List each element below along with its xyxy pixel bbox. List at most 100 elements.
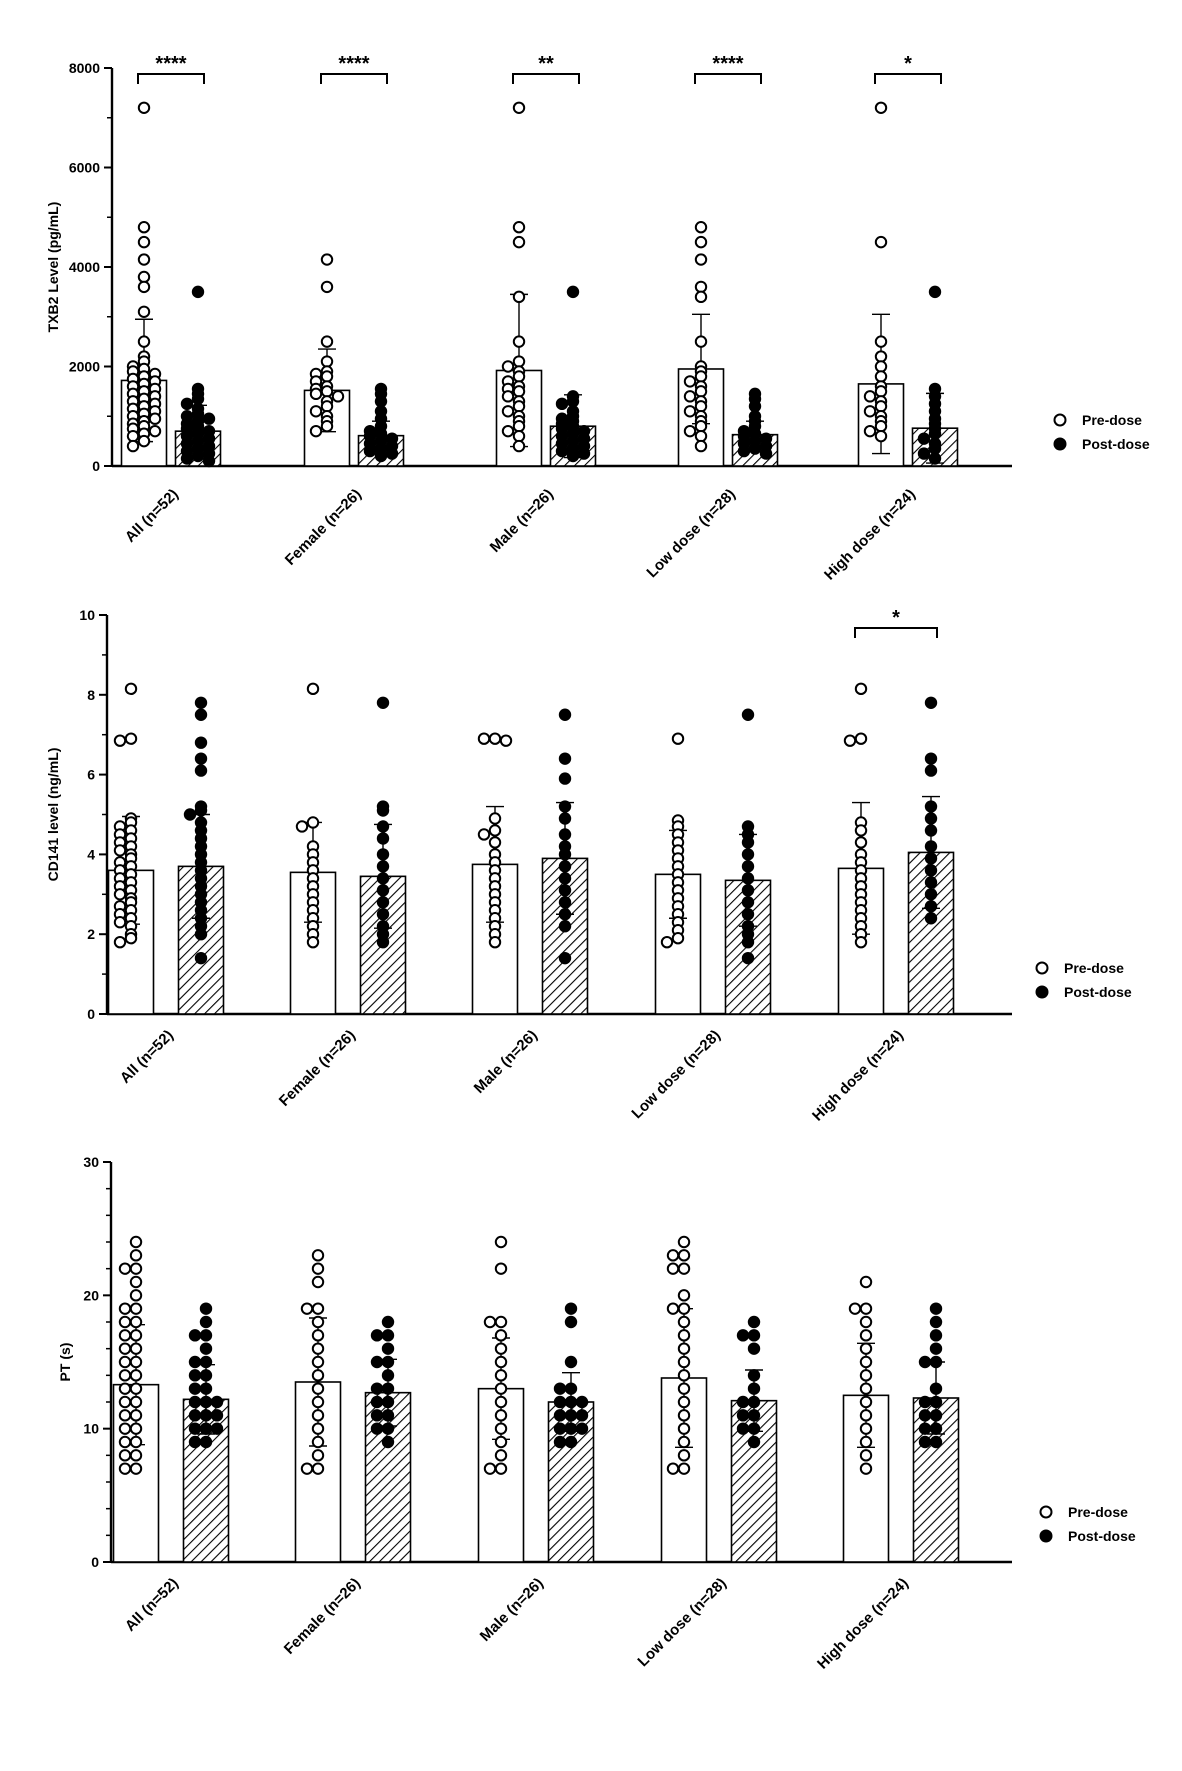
post-dose-point: [917, 432, 931, 445]
legend-post-dose-marker: [1039, 1529, 1053, 1543]
y-tick-label: 8: [87, 687, 95, 703]
pre-dose-point: [320, 335, 334, 348]
post-dose-point: [924, 824, 938, 837]
pre-dose-point: [683, 424, 697, 438]
post-dose-point: [577, 447, 591, 460]
post-dose-point: [575, 1409, 589, 1422]
pre-dose-point: [118, 1262, 132, 1275]
post-dose-point: [381, 1369, 395, 1382]
post-dose-point: [736, 1409, 750, 1422]
pre-dose-point: [677, 1409, 691, 1422]
y-tick-label: 2000: [69, 359, 100, 375]
pre-dose-point: [677, 1435, 691, 1449]
pre-dose-point: [874, 400, 888, 413]
post-dose-point: [929, 1302, 943, 1315]
pre-dose-point: [148, 424, 162, 438]
pre-dose-point: [512, 101, 526, 115]
pre-dose-point: [118, 1449, 132, 1462]
legend-pre-dose-marker: [1035, 961, 1049, 975]
pre-dose-point: [677, 1369, 691, 1382]
pre-dose-point: [311, 1315, 325, 1329]
pre-dose-point: [311, 1369, 325, 1382]
pre-dose-point: [512, 400, 526, 413]
post-dose-point: [747, 1395, 761, 1409]
post-dose-point: [741, 896, 755, 909]
pre-dose-point: [494, 1342, 508, 1355]
pre-dose-point: [501, 390, 515, 403]
post-dose-point: [741, 951, 755, 965]
post-dose-point: [929, 1435, 943, 1449]
post-dose-point: [202, 412, 216, 425]
pre-dose-point: [874, 370, 888, 383]
pre-dose-point: [494, 1422, 508, 1435]
pre-dose-point: [129, 1355, 143, 1369]
pre-dose-point: [512, 370, 526, 383]
pre-dose-point: [124, 931, 138, 945]
pre-dose-point: [677, 1235, 691, 1249]
post-dose-point: [928, 452, 942, 465]
pre-dose-point: [137, 335, 151, 348]
post-dose-point: [928, 427, 942, 440]
pre-dose-point: [859, 1342, 873, 1355]
post-dose-point: [928, 285, 942, 299]
pre-dose-point: [311, 1449, 325, 1462]
post-dose-point: [194, 804, 208, 817]
pre-dose-point: [488, 935, 502, 949]
post-dose-point: [363, 444, 377, 458]
pre-dose-point: [320, 355, 334, 368]
pre-dose-point: [494, 1329, 508, 1342]
y-tick-label: 2: [87, 926, 95, 942]
post-dose-point: [199, 1382, 213, 1395]
post-dose-point: [741, 708, 755, 721]
pre-dose-point: [309, 387, 323, 401]
pre-dose-point: [126, 429, 140, 443]
pre-dose-point: [874, 429, 888, 443]
pre-dose-point: [311, 1355, 325, 1369]
post-dose-point: [199, 1329, 213, 1342]
pre-dose-point: [129, 1382, 143, 1395]
post-dose-point: [558, 908, 572, 921]
pre-dose-point: [118, 1395, 132, 1409]
post-dose-point: [736, 1329, 750, 1342]
post-dose-point: [553, 1395, 567, 1409]
pre-dose-point: [311, 1329, 325, 1342]
post-dose-point: [381, 1422, 395, 1435]
pre-dose-point: [874, 235, 888, 249]
post-dose-point: [553, 1409, 567, 1422]
pre-dose-point: [854, 732, 868, 745]
post-dose-point: [210, 1395, 224, 1409]
pre-dose-point: [501, 405, 515, 418]
pre-dose-point: [320, 385, 334, 398]
significance-label: **: [538, 53, 554, 75]
pre-dose-point: [494, 1395, 508, 1409]
post-dose-point: [191, 392, 205, 406]
pre-dose-point: [137, 101, 151, 115]
post-dose-point: [194, 736, 208, 749]
pre-dose-point: [854, 836, 868, 849]
post-dose-point: [564, 1302, 578, 1315]
post-dose-point: [924, 764, 938, 777]
post-dose-point: [376, 896, 390, 909]
post-dose-point: [188, 1435, 202, 1449]
pre-dose-point: [512, 420, 526, 433]
pre-dose-point: [488, 812, 502, 825]
pre-dose-point: [494, 1409, 508, 1422]
post-dose-point: [381, 1382, 395, 1395]
post-dose-point: [558, 800, 572, 813]
pre-dose-point: [671, 732, 685, 745]
post-dose-point: [199, 1422, 213, 1435]
pre-dose-point: [488, 836, 502, 849]
pre-dose-point: [694, 235, 708, 249]
pre-dose-point: [137, 434, 151, 448]
post-dose-point: [202, 454, 216, 468]
category-label: High dose (n=24): [821, 486, 919, 584]
post-dose-point: [929, 1395, 943, 1409]
pre-dose-point: [499, 734, 513, 747]
pre-dose-point: [859, 1382, 873, 1395]
pre-dose-point: [512, 385, 526, 398]
post-dose-point: [194, 696, 208, 709]
legend-label: Pre-dose: [1068, 1504, 1128, 1520]
pre-dose-point: [677, 1329, 691, 1342]
pre-dose-point: [311, 1342, 325, 1355]
post-dose-point: [188, 1329, 202, 1342]
